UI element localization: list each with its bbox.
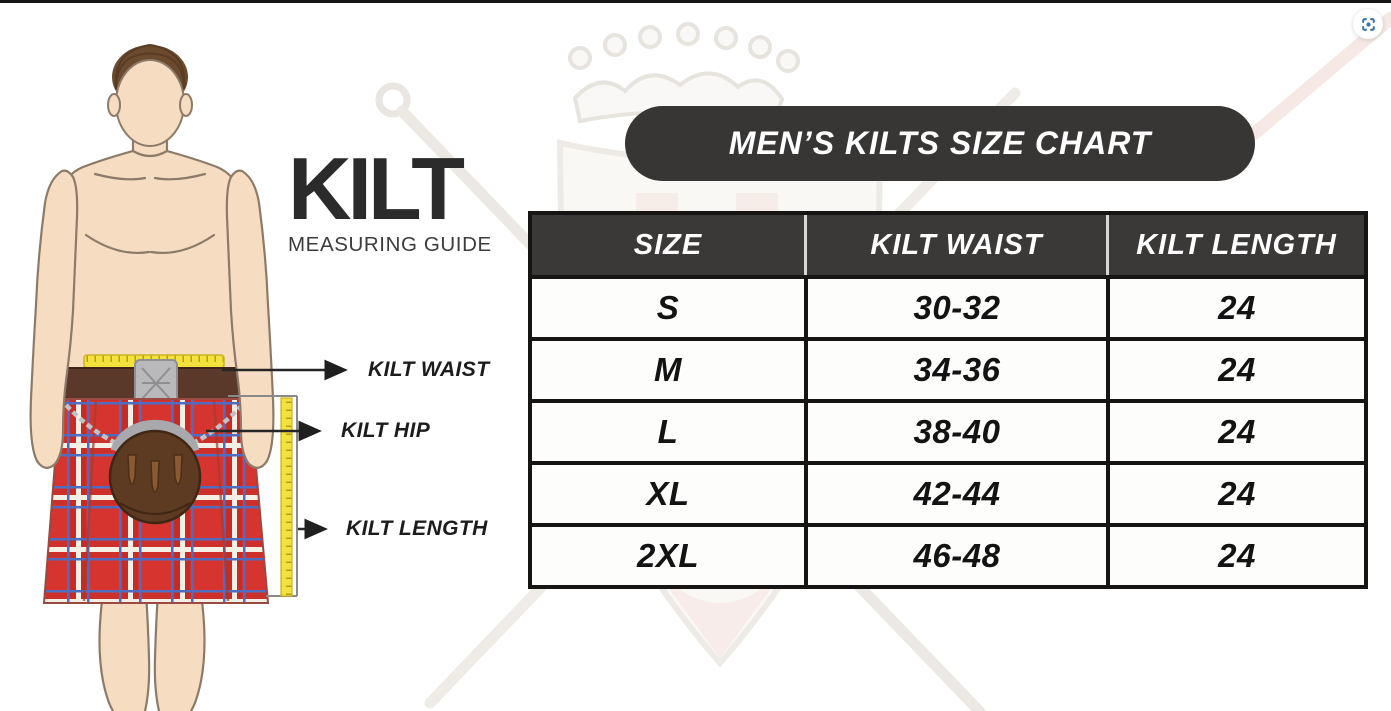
kilt-skirt <box>42 398 270 604</box>
table-cell: 34-36 <box>804 337 1106 399</box>
chart-title: MEN’S KILTS SIZE CHART <box>625 106 1255 181</box>
column-header-size: SIZE <box>532 215 804 275</box>
table-cell: M <box>532 337 804 399</box>
brand-tagline: MEASURING GUIDE <box>288 232 492 256</box>
table-row: M 34-36 24 <box>532 337 1364 399</box>
model-arms <box>29 169 275 469</box>
table-cell: 2XL <box>532 523 804 585</box>
table-row: XL 42-44 24 <box>532 461 1364 523</box>
table-cell: 24 <box>1106 337 1364 399</box>
measurement-annotations <box>206 359 348 597</box>
screen-capture-button[interactable] <box>1353 9 1383 39</box>
table-cell: 24 <box>1106 275 1364 337</box>
table-row: S 30-32 24 <box>532 275 1364 337</box>
column-header-length: KILT LENGTH <box>1106 215 1364 275</box>
size-chart-body: S 30-32 24 M 34-36 24 L 38-40 24 XL 42-44 24 2XL 46-4… <box>532 275 1364 585</box>
table-cell: 24 <box>1106 399 1364 461</box>
size-chart-header: SIZE KILT WAIST KILT LENGTH <box>532 215 1364 275</box>
table-cell: L <box>532 399 804 461</box>
label-kilt-waist: KILT WAIST <box>368 358 490 381</box>
size-chart-table-wrap: SIZE KILT WAIST KILT LENGTH S 30-32 24 M 34-… <box>528 211 1368 589</box>
waist-tape <box>83 354 225 369</box>
header-row: SIZE KILT WAIST KILT LENGTH <box>532 215 1364 275</box>
sporran-icon <box>108 419 202 525</box>
belt-buckle <box>134 359 178 408</box>
size-chart-table: SIZE KILT WAIST KILT LENGTH S 30-32 24 M 34-… <box>528 211 1368 589</box>
length-tape <box>280 397 293 597</box>
table-cell: XL <box>532 461 804 523</box>
table-cell: 24 <box>1106 461 1364 523</box>
sporran-chain <box>64 401 246 456</box>
chart-title-text: MEN’S KILTS SIZE CHART <box>728 125 1152 161</box>
model-legs <box>98 591 206 711</box>
table-cell: 38-40 <box>804 399 1106 461</box>
table-row: 2XL 46-48 24 <box>532 523 1364 585</box>
table-cell: 30-32 <box>804 275 1106 337</box>
table-row: L 38-40 24 <box>532 399 1364 461</box>
table-cell: 24 <box>1106 523 1364 585</box>
kilt-belt <box>61 367 249 400</box>
label-kilt-hip: KILT HIP <box>341 419 431 442</box>
table-cell: 46-48 <box>804 523 1106 585</box>
model-torso <box>50 43 250 377</box>
label-kilt-length: KILT LENGTH <box>346 517 488 540</box>
table-cell: S <box>532 275 804 337</box>
kilt-length-bracket <box>228 395 298 597</box>
table-cell: 42-44 <box>804 461 1106 523</box>
column-header-waist: KILT WAIST <box>804 215 1106 275</box>
screen-capture-icon <box>1361 17 1375 31</box>
brand-block: KILT MEASURING GUIDE <box>288 139 508 257</box>
kilt-illustration <box>42 354 270 604</box>
kilt-model-illustration <box>29 43 275 711</box>
brand-logo: KILT <box>288 139 465 238</box>
